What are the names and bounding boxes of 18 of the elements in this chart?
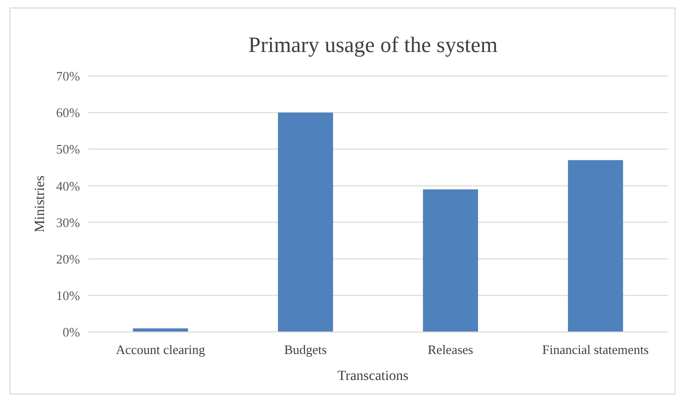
x-tick-label: Releases (428, 342, 474, 357)
y-tick-label: 60% (56, 105, 80, 120)
y-tick-label: 30% (56, 214, 80, 230)
y-tick-label: 70% (56, 68, 80, 84)
bar (278, 112, 334, 332)
x-axis-title: Transcations (337, 369, 409, 384)
y-axis-title: Ministries (33, 176, 48, 232)
x-tick-label: Budgets (284, 342, 327, 357)
bar (422, 189, 478, 332)
y-tick-label: 40% (56, 178, 80, 194)
bar (568, 160, 624, 332)
y-tick-label: 10% (56, 288, 80, 303)
x-tick-label: Account clearing (116, 342, 206, 357)
y-tick-label: 20% (56, 251, 80, 266)
x-tick-label: Financial statements (542, 342, 649, 357)
chart-title: Primary usage of the system (248, 32, 498, 57)
y-tick-label: 0% (62, 324, 80, 340)
y-tick-label: 50% (56, 142, 80, 157)
